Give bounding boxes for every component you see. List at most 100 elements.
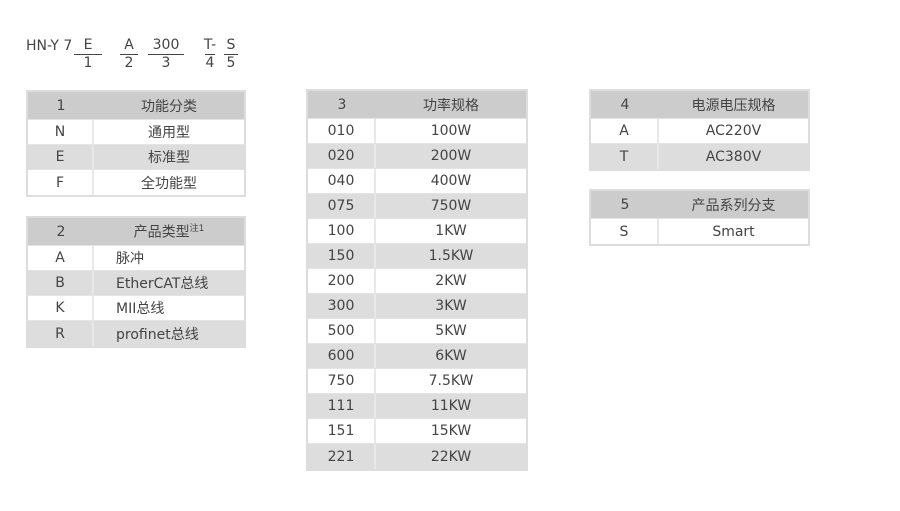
model-prefix: HN-Y 7 [26,38,73,54]
row-code: 600 [308,344,376,368]
row-value: AC380V [705,148,762,165]
table-row: 200 2KW [308,269,526,294]
table-row: 151 15KW [308,419,526,444]
row-value: 200W [430,148,472,164]
header-title-text: 功能分类 [141,98,197,115]
row-value: 7.5KW [428,373,474,389]
table-row: 040 400W [308,169,526,194]
header-title-text: 产品系列分支 [691,197,776,214]
row-code: F [28,170,94,195]
table-row: 010 100W [308,119,526,144]
table-row: 600 6KW [308,344,526,369]
table-row: 500 5KW [308,319,526,344]
row-code: E [28,145,94,169]
row-code: 111 [308,394,376,418]
row-value: 100W [430,123,472,139]
header-title: 产品系列分支 [659,195,808,215]
header-title: 功能分类 [94,96,244,116]
header-number: 4 [620,96,630,113]
table-row: A AC220V [591,119,808,144]
table-row: 750 7.5KW [308,369,526,394]
row-code: 200 [308,269,376,293]
header-title: 产品类型注1 [94,221,244,242]
table-row: 111 11KW [308,394,526,419]
row-value: MII总线 [116,301,165,317]
table-row: 300 3KW [308,294,526,319]
code-segment-3: 300 3 [148,38,184,71]
row-code: 075 [308,194,376,218]
row-value: 400W [430,173,472,189]
row-code: 040 [308,169,376,193]
table-row: 150 1.5KW [308,244,526,269]
row-value: Smart [712,223,755,240]
power-spec-table: 3 功率规格 010 100W 020 200W 040 400W 075 750W 100 1KW 1… [306,89,528,471]
series-branch-table: 5 产品系列分支 S Smart [589,189,810,246]
table-header: 3 功率规格 [308,91,526,119]
code-segment-4: T- 4 [203,37,217,72]
table-header: 1 功能分类 [28,92,244,120]
row-code: 500 [308,319,376,343]
row-code: 010 [308,119,376,143]
row-code: B [28,271,94,295]
table-header: 5 产品系列分支 [591,191,808,219]
table-row: 075 750W [308,194,526,219]
row-value: AC220V [705,123,762,139]
note-marker: 注1 [189,224,205,235]
row-value: 11KW [430,398,472,414]
row-code: R [28,321,94,346]
row-value: 750W [430,198,472,214]
row-value: 脉冲 [116,251,144,267]
row-code: 150 [308,244,376,268]
row-code: A [591,119,659,143]
header-title: 电源电压规格 [659,95,808,115]
table-row: A 脉冲 [28,246,244,271]
row-code: 020 [308,144,376,168]
table-row: 020 200W [308,144,526,169]
header-title: 功率规格 [376,95,526,115]
row-code: T [591,144,659,169]
header-number: 3 [337,96,347,113]
row-code: 300 [308,294,376,318]
row-code: K [28,296,94,320]
table-row: N 通用型 [28,120,244,145]
header-number: 1 [56,97,66,114]
table-row: 221 22KW [308,444,526,469]
row-value: 2KW [435,273,467,289]
voltage-spec-table: 4 电源电压规格 A AC220V T AC380V [589,89,810,171]
table-header: 4 电源电压规格 [591,91,808,119]
row-value: 标准型 [148,150,190,166]
row-code: S [591,219,659,244]
function-class-table: 1 功能分类 N 通用型 E 标准型 F 全功能型 [26,90,246,197]
row-value: 1.5KW [428,248,474,264]
table-row: K MII总线 [28,296,244,321]
row-value: 1KW [435,223,467,239]
row-value: profinet总线 [116,326,199,343]
header-number: 5 [620,196,630,213]
table-row: F 全功能型 [28,170,244,195]
row-value: EtherCAT总线 [116,276,209,292]
row-value: 5KW [435,323,467,339]
row-value: 15KW [430,423,472,439]
row-value: 3KW [435,298,467,314]
row-value: 6KW [435,348,467,364]
row-value: 22KW [430,448,472,465]
header-number: 2 [56,223,66,240]
header-title-text: 产品类型 [133,224,190,241]
row-code: 100 [308,219,376,243]
row-code: 750 [308,369,376,393]
row-value: 全功能型 [141,175,197,192]
row-code: A [28,246,94,270]
header-title-text: 电源电压规格 [691,97,776,114]
table-row: E 标准型 [28,145,244,170]
row-code: 151 [308,419,376,443]
table-row: T AC380V [591,144,808,169]
row-value: 通用型 [148,125,190,141]
table-header: 2 产品类型注1 [28,218,244,246]
header-title-text: 功率规格 [423,97,479,114]
table-row: 100 1KW [308,219,526,244]
